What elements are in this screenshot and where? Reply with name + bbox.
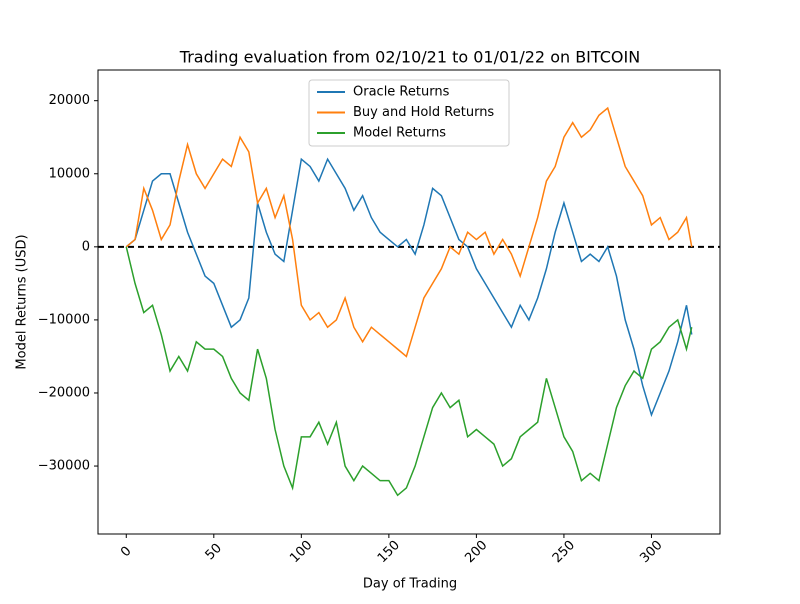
- y-tick-label: 0: [82, 239, 90, 254]
- legend-label: Buy and Hold Returns: [353, 105, 494, 120]
- y-tick-label: −30000: [38, 459, 90, 474]
- y-tick-label: 20000: [49, 93, 90, 108]
- chart-title: Trading evaluation from 02/10/21 to 01/0…: [179, 48, 640, 67]
- y-tick-label: −10000: [38, 312, 90, 327]
- y-tick-label: 10000: [49, 166, 90, 181]
- legend-label: Model Returns: [353, 126, 446, 141]
- line-series: [125, 157, 693, 418]
- plot-frame: [97, 69, 721, 535]
- legend-label: Oracle Returns: [353, 85, 450, 100]
- line-series: [125, 106, 693, 358]
- y-axis-label: Model Returns (USD): [15, 234, 30, 369]
- legend: Oracle Returns Buy and Hold Returns Model …: [308, 79, 510, 147]
- legend-box: [308, 79, 510, 147]
- line-series: [125, 246, 693, 497]
- y-tick-label: −20000: [38, 385, 90, 400]
- x-axis-label: Day of Trading: [363, 577, 457, 592]
